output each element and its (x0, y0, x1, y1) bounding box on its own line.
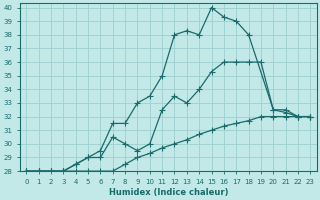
X-axis label: Humidex (Indice chaleur): Humidex (Indice chaleur) (108, 188, 228, 197)
